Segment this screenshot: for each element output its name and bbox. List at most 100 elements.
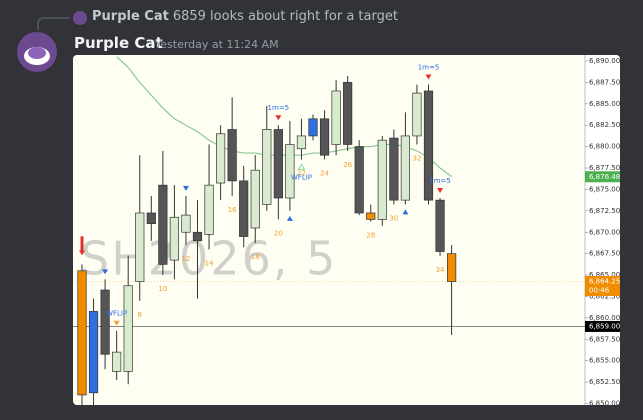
count-label: 28 [366,232,375,240]
count-label: 12 [181,255,190,263]
candle-body [192,231,203,242]
candle-body [227,129,237,182]
signal-arrow [80,236,84,253]
candle-body [88,311,99,394]
candle-body [331,90,341,145]
count-label: 8 [138,311,142,319]
y-tick-label: 6,890.00 [589,57,620,65]
price-axis [585,55,620,405]
price-label-box [585,320,620,332]
signal-triangle [437,188,444,193]
signal-triangle [402,209,409,215]
candle-body [366,212,376,220]
timestamp: Yesterday at 11:24 AM [155,38,279,51]
avatar-art [28,47,46,59]
candle-body [112,351,122,372]
chart-background [73,55,620,405]
reply-avatar[interactable] [73,11,87,25]
y-tick-label: 6,865.00 [589,271,620,279]
reply-line [37,17,70,30]
signal-label: 1m=5 [268,104,290,112]
signal-triangle [113,320,120,326]
plot: SH2026, 5 8 10 12 14 16 18 20 22 24 26 28 30 32 34 WFLI… [73,56,585,405]
count-label: 24 [320,169,329,177]
candle-body [100,289,110,355]
count-label: 30 [389,214,398,222]
watermark: SH2026, 5 [80,232,337,286]
y-tick-label: 6,880.00 [589,143,620,151]
y-tick-label: 6,852.50 [589,378,620,386]
signal-triangle [275,115,282,121]
candle-body [239,180,249,237]
price-label: 6,859.00 [589,322,620,330]
candle-body [273,129,283,199]
candle-body [146,212,156,225]
price-label: 6,864.25 [589,277,620,285]
signal-label: 1m=5 [429,177,451,185]
y-tick-label: 6,882.50 [589,121,620,129]
author[interactable]: Purple Cat [74,34,163,52]
candle-body [308,118,318,137]
candle-body [447,253,457,282]
candle-body [158,184,168,265]
y-tick-label: 6,875.00 [589,185,620,193]
candle-body [216,133,226,184]
candle-body [181,214,191,233]
y-tick-label: 6,862.50 [589,292,620,300]
price-sublabel: 00:46 [589,286,610,294]
count-label: 16 [228,206,237,214]
signal-arrow [79,250,85,256]
candle-body [135,212,145,282]
count-label: 32 [412,154,421,162]
reply-text: 6859 looks about right for a target [172,9,398,24]
y-tick-label: 6,857.50 [589,335,620,343]
candle-body [400,135,410,201]
candle-body [169,216,179,261]
signal-triangle [286,215,293,221]
y-tick-label: 6,872.50 [589,207,620,215]
candle-body [377,139,387,220]
reply-preview[interactable]: Purple Cat 6859 looks about right for a t… [92,9,398,24]
y-tick-label: 6,850.00 [589,400,620,408]
candle-body [262,129,272,205]
signal-triangle [297,163,306,170]
signal-label: 1m=5 [418,64,440,72]
price-label-box [585,275,620,296]
candle-body [77,270,87,396]
y-tick-label: 6,887.50 [589,78,620,86]
candle-body [296,135,307,150]
candle-body [389,137,399,201]
candle-body [354,146,364,214]
candle-body [435,199,445,252]
y-tick-label: 6,877.50 [589,164,620,172]
y-tick-label: 6,885.00 [589,100,620,108]
price-label-box [585,171,620,183]
signal-label: WFLIP [291,173,312,181]
candle-body [250,169,260,229]
count-label: 26 [343,161,352,169]
signal-triangle [425,74,432,80]
y-tick-label: 6,867.50 [589,250,620,258]
count-label: 20 [274,229,283,237]
candle-body [123,285,133,372]
price-label: 6,876.48 [589,173,620,181]
candle-body [412,92,422,137]
reply-author[interactable]: Purple Cat [92,9,169,24]
y-tick-label: 6,870.00 [589,228,620,236]
y-tick-label: 6,855.00 [589,357,620,365]
signal-triangle [102,269,109,275]
count-label: 14 [205,259,214,267]
y-tick-label: 6,860.00 [589,314,620,322]
count-label: 34 [436,266,445,274]
candle-body [285,144,295,199]
count-label: 22 [297,169,306,177]
axis-group: 6,850.00 6,852.50 6,855.00 6,857.50 6,860.00… [585,57,620,408]
candle-body [423,90,434,201]
signal-label: WFLIP [106,310,127,318]
candle-body [319,118,330,156]
count-label: 18 [251,253,260,261]
candle-body [204,184,214,235]
